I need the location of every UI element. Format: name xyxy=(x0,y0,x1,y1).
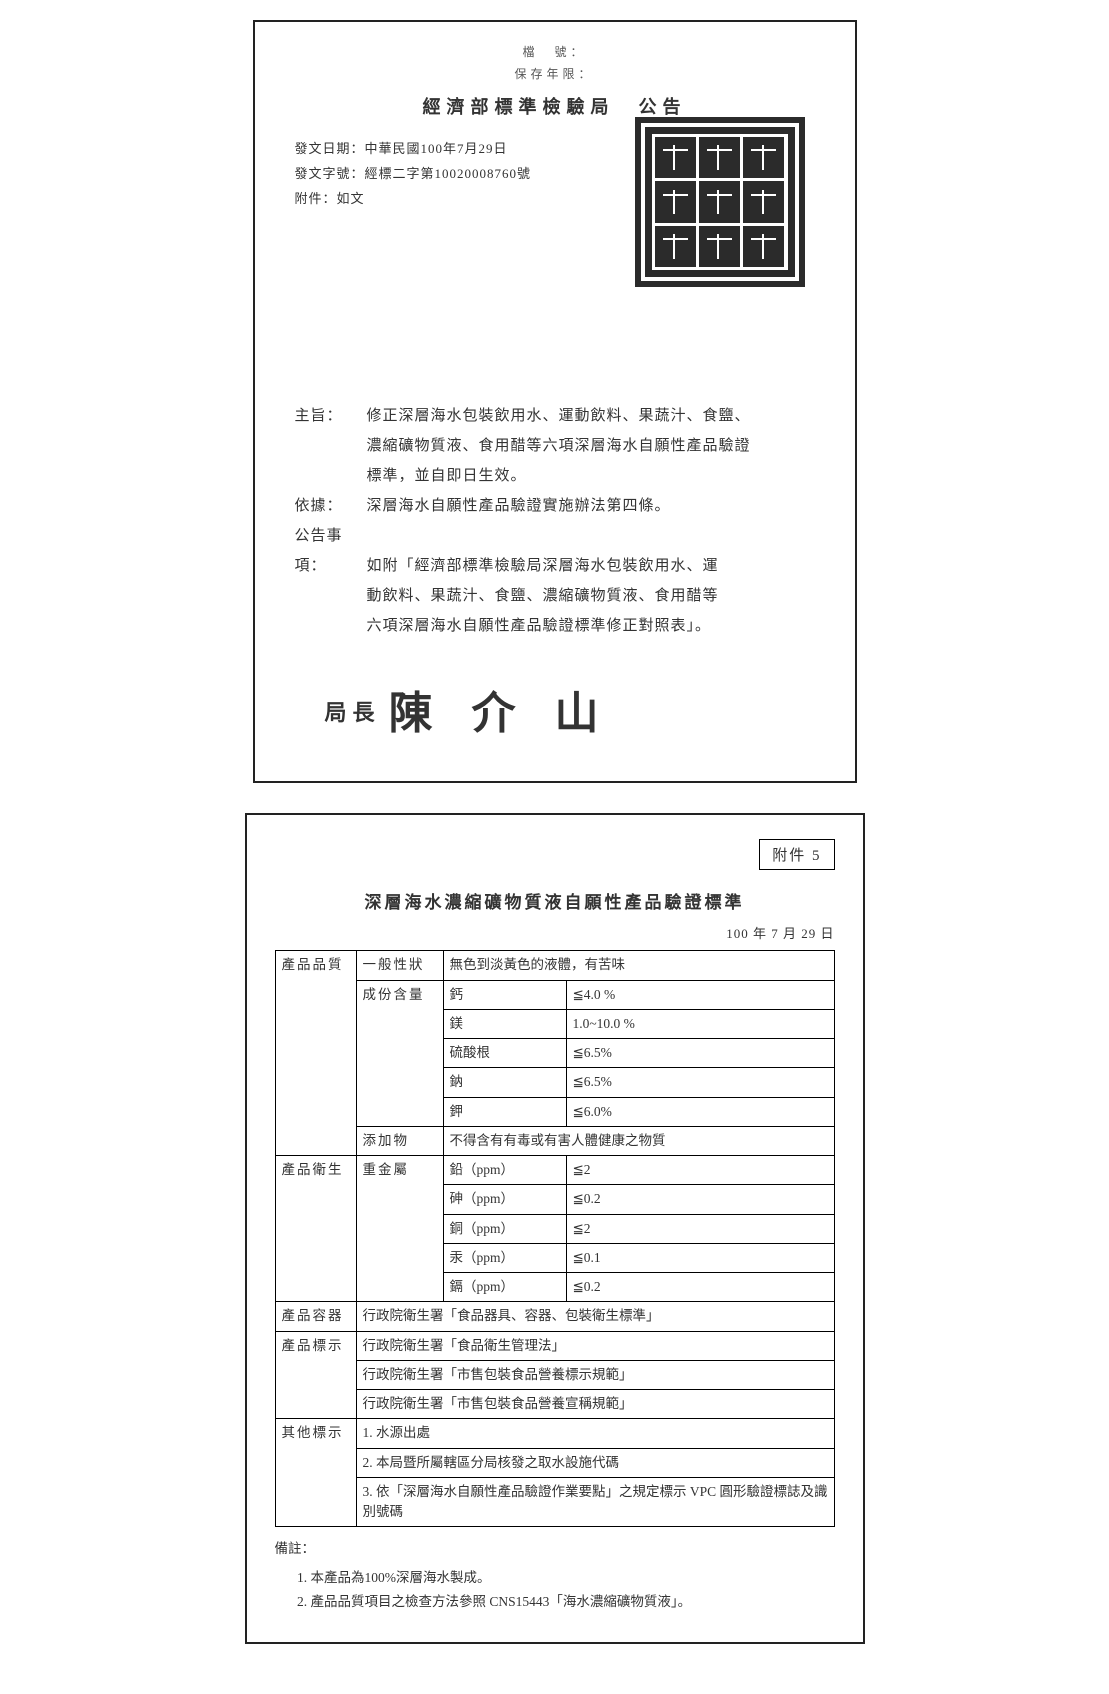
seal-char xyxy=(699,226,740,267)
component-limit: ≦6.5% xyxy=(566,1039,834,1068)
table-row: 其他標示 1. 水源出處 xyxy=(275,1419,834,1448)
other-row: 2. 本局暨所屬轄區分局核發之取水設施代碼 xyxy=(356,1448,834,1477)
basis-line: 依據：深層海水自願性產品驗證實施辦法第四條。 xyxy=(295,491,815,521)
matters-label: 公告事項： xyxy=(295,521,367,581)
standard-table: 產品品質 一般性狀 無色到淡黃色的液體，有苦味 成份含量 鈣 ≦4.0 % 鎂 … xyxy=(275,950,835,1527)
additive-desc: 不得含有有毒或有害人體健康之物質 xyxy=(443,1126,834,1155)
component-name: 鉀 xyxy=(443,1097,566,1126)
metal-limit: ≦0.2 xyxy=(566,1273,834,1302)
component-name: 鎂 xyxy=(443,1009,566,1038)
metal-name: 砷（ppm） xyxy=(443,1185,566,1214)
table-row: 產品容器 行政院衛生署「食品器具、容器、包裝衛生標準」 xyxy=(275,1302,834,1331)
metal-name: 鉛（ppm） xyxy=(443,1156,566,1185)
attachment-badge: 附件 5 xyxy=(759,839,834,870)
seal-frame xyxy=(635,117,805,287)
gazette-title: 經濟部標準檢驗局 公告 xyxy=(295,93,815,119)
label-row: 行政院衛生署「市售包裝食品營養宣稱規範」 xyxy=(356,1390,834,1419)
component-name: 鈉 xyxy=(443,1068,566,1097)
basis-label: 依據： xyxy=(295,491,367,521)
cat-quality: 產品品質 xyxy=(275,951,356,1156)
metal-limit: ≦2 xyxy=(566,1214,834,1243)
standard-title: 深層海水濃縮礦物質液自願性產品驗證標準 xyxy=(275,888,835,913)
issue-no-value: 經標二字第10020008760號 xyxy=(365,166,532,181)
label-row: 行政院衛生署「食品衛生管理法」 xyxy=(356,1331,834,1360)
signature-role: 局長 xyxy=(325,700,381,725)
metal-name: 鎘（ppm） xyxy=(443,1273,566,1302)
subject-text-1: 修正深層海水包裝飲用水、運動飲料、果蔬汁、食鹽、 xyxy=(367,408,751,424)
seal-char xyxy=(655,181,696,222)
remarks-list: 本產品為100%深層海水製成。 產品品質項目之檢查方法參照 CNS15443「海… xyxy=(311,1566,835,1615)
component-limit: ≦6.5% xyxy=(566,1068,834,1097)
issue-no-label: 發文字號： xyxy=(295,166,365,181)
signature-name: 陳 介 山 xyxy=(389,689,613,738)
file-no-label: 檔 號： xyxy=(295,42,815,64)
sub-component: 成份含量 xyxy=(356,980,443,1126)
cat-hygiene: 產品衛生 xyxy=(275,1156,356,1302)
seal-grid xyxy=(652,134,788,270)
table-row: 產品衛生 重金屬 鉛（ppm） ≦2 xyxy=(275,1156,834,1185)
other-row: 1. 水源出處 xyxy=(356,1419,834,1448)
subject-text-3: 標準，並自即日生效。 xyxy=(295,461,815,491)
general-desc: 無色到淡黃色的液體，有苦味 xyxy=(443,951,834,980)
metal-name: 汞（ppm） xyxy=(443,1243,566,1272)
cat-label: 產品標示 xyxy=(275,1331,356,1419)
component-limit: ≦4.0 % xyxy=(566,980,834,1009)
seal-char xyxy=(699,181,740,222)
issue-date-label: 發文日期： xyxy=(295,141,365,156)
remark-item: 本產品為100%深層海水製成。 xyxy=(311,1566,835,1590)
table-row: 行政院衛生署「市售包裝食品營養標示規範」 xyxy=(275,1360,834,1389)
label-row: 行政院衛生署「市售包裝食品營養標示規範」 xyxy=(356,1360,834,1389)
body-text: 主旨：修正深層海水包裝飲用水、運動飲料、果蔬汁、食鹽、 濃縮礦物質液、食用醋等六… xyxy=(295,401,815,641)
subject-label: 主旨： xyxy=(295,401,367,431)
seal-char xyxy=(743,226,784,267)
table-row: 產品標示 行政院衛生署「食品衛生管理法」 xyxy=(275,1331,834,1360)
matters-text-1: 如附「經濟部標準檢驗局深層海水包裝飲用水、運 xyxy=(367,558,719,574)
table-row: 3. 依「深層海水自願性產品驗證作業要點」之規定標示 VPC 圓形驗證標誌及識別… xyxy=(275,1477,834,1527)
table-row: 產品品質 一般性狀 無色到淡黃色的液體，有苦味 xyxy=(275,951,834,980)
table-row: 添加物 不得含有有毒或有害人體健康之物質 xyxy=(275,1126,834,1155)
matters-text-3: 六項深層海水自願性產品驗證標準修正對照表」。 xyxy=(295,611,815,641)
component-name: 鈣 xyxy=(443,980,566,1009)
remark-item: 產品品質項目之檢查方法參照 CNS15443「海水濃縮礦物質液」。 xyxy=(311,1590,835,1614)
subject-text-2: 濃縮礦物質液、食用醋等六項深層海水自願性產品驗證 xyxy=(295,431,815,461)
table-row: 行政院衛生署「市售包裝食品營養宣稱規範」 xyxy=(275,1390,834,1419)
component-name: 硫酸根 xyxy=(443,1039,566,1068)
seal-char xyxy=(743,181,784,222)
official-seal xyxy=(635,117,805,287)
basis-text: 深層海水自願性產品驗證實施辦法第四條。 xyxy=(367,498,671,514)
cat-other: 其他標示 xyxy=(275,1419,356,1527)
retention-label: 保存年限： xyxy=(295,64,815,86)
component-limit: ≦6.0% xyxy=(566,1097,834,1126)
sub-metal: 重金屬 xyxy=(356,1156,443,1302)
table-row: 成份含量 鈣 ≦4.0 % xyxy=(275,980,834,1009)
metal-limit: ≦2 xyxy=(566,1156,834,1185)
other-row: 3. 依「深層海水自願性產品驗證作業要點」之規定標示 VPC 圓形驗證標誌及識別… xyxy=(356,1477,834,1527)
sub-general: 一般性狀 xyxy=(356,951,443,980)
remarks-label: 備註： xyxy=(275,1541,316,1556)
issue-date-value: 中華民國100年7月29日 xyxy=(365,141,508,156)
seal-char xyxy=(699,137,740,178)
table-row: 2. 本局暨所屬轄區分局核發之取水設施代碼 xyxy=(275,1448,834,1477)
container-desc: 行政院衛生署「食品器具、容器、包裝衛生標準」 xyxy=(356,1302,834,1331)
standard-date: 100 年 7 月 29 日 xyxy=(275,923,835,942)
announcement-page: 檔 號： 保存年限： 經濟部標準檢驗局 公告 發文日期：中華民國100年7月29… xyxy=(253,20,857,783)
metal-limit: ≦0.2 xyxy=(566,1185,834,1214)
component-limit: 1.0~10.0 % xyxy=(566,1009,834,1038)
attachment-label: 附件： xyxy=(295,191,337,206)
header-meta: 檔 號： 保存年限： xyxy=(295,42,815,85)
cat-container: 產品容器 xyxy=(275,1302,356,1331)
director-signature: 局長陳 介 山 xyxy=(325,677,815,741)
matters-text-2: 動飲料、果蔬汁、食鹽、濃縮礦物質液、食用醋等 xyxy=(295,581,815,611)
seal-char xyxy=(655,226,696,267)
sub-additive: 添加物 xyxy=(356,1126,443,1155)
standard-page: 附件 5 深層海水濃縮礦物質液自願性產品驗證標準 100 年 7 月 29 日 … xyxy=(245,813,865,1644)
metal-limit: ≦0.1 xyxy=(566,1243,834,1272)
metal-name: 銅（ppm） xyxy=(443,1214,566,1243)
subject-line1: 主旨：修正深層海水包裝飲用水、運動飲料、果蔬汁、食鹽、 xyxy=(295,401,815,431)
seal-char xyxy=(655,137,696,178)
seal-char xyxy=(743,137,784,178)
attachment-value: 如文 xyxy=(337,191,365,206)
matters-line1: 公告事項：如附「經濟部標準檢驗局深層海水包裝飲用水、運 xyxy=(295,521,815,581)
remarks-block: 備註： 本產品為100%深層海水製成。 產品品質項目之檢查方法參照 CNS154… xyxy=(275,1537,835,1614)
